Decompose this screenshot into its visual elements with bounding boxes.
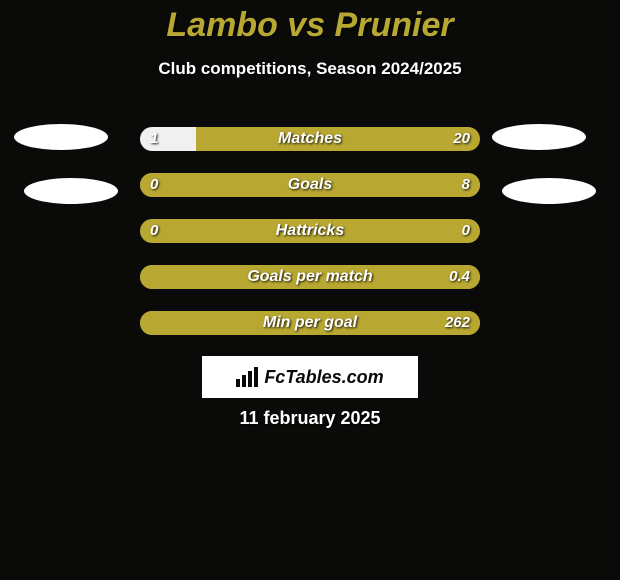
comparison-rows: 120Matches08Goals00Hattricks0.4Goals per… xyxy=(0,116,620,346)
chart-icon xyxy=(236,367,260,387)
metric-label: Hattricks xyxy=(140,219,480,243)
subtitle: Club competitions, Season 2024/2025 xyxy=(0,59,620,79)
team-oval xyxy=(24,178,118,204)
stat-row: 00Hattricks xyxy=(0,208,620,254)
team-oval xyxy=(14,124,108,150)
metric-label: Goals xyxy=(140,173,480,197)
metric-label: Goals per match xyxy=(140,265,480,289)
fctables-logo: FcTables.com xyxy=(202,356,418,398)
team-oval xyxy=(502,178,596,204)
page-title: Lambo vs Prunier xyxy=(0,0,620,45)
metric-label: Min per goal xyxy=(140,311,480,335)
logo-text: FcTables.com xyxy=(264,367,383,388)
team-oval xyxy=(492,124,586,150)
metric-label: Matches xyxy=(140,127,480,151)
stat-row: 0.4Goals per match xyxy=(0,254,620,300)
stat-row: 262Min per goal xyxy=(0,300,620,346)
date-text: 11 february 2025 xyxy=(0,408,620,429)
